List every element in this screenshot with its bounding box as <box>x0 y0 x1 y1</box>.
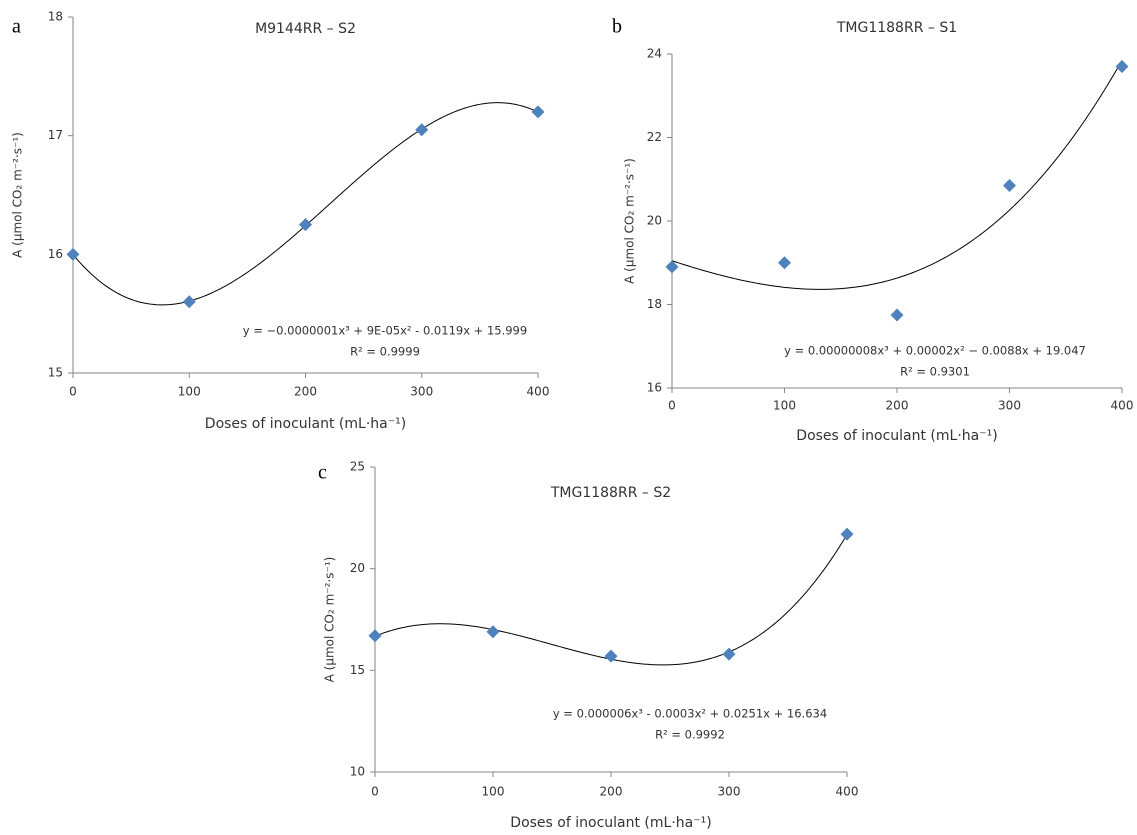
r-squared: R² = 0.9999 <box>350 345 420 359</box>
x-tick-label: 0 <box>69 385 77 399</box>
y-axis-title: A (µmol CO₂ m⁻²·s⁻¹) <box>11 132 25 258</box>
data-point <box>531 105 545 119</box>
y-axis-title: A (µmol CO₂ m⁻²·s⁻¹) <box>623 158 637 284</box>
y-tick-label: 16 <box>48 247 63 261</box>
chart-title: TMG1188RR – S2 <box>550 485 671 501</box>
x-tick-label: 100 <box>773 399 796 413</box>
panel-label: b <box>612 16 622 38</box>
y-tick-label: 16 <box>647 381 662 395</box>
data-point <box>778 256 791 270</box>
chart-title: M9144RR – S2 <box>255 21 356 37</box>
data-point <box>604 649 618 663</box>
equation: y = 0.00000008x³ + 0.00002x² − 0.0088x +… <box>784 344 1086 358</box>
data-point <box>66 247 80 261</box>
trendline <box>72 102 539 306</box>
y-tick-label: 15 <box>350 663 365 677</box>
x-tick-label: 100 <box>178 385 201 399</box>
data-point <box>890 308 904 322</box>
r-squared: R² = 0.9301 <box>900 365 970 379</box>
x-tick-label: 400 <box>527 385 550 399</box>
data-point <box>1003 179 1016 193</box>
x-axis-title: Doses of inoculant (mL·ha⁻¹) <box>510 815 711 831</box>
x-tick-label: 200 <box>294 385 317 399</box>
equation: y = 0.000006x³ - 0.0003x² + 0.0251x + 16… <box>553 707 827 721</box>
equation: y = −0.0000001x³ + 9E-05x² - 0.0119x + 1… <box>243 324 527 338</box>
x-tick-label: 300 <box>998 399 1021 413</box>
y-axis-title: A (µmol CO₂ m⁻²·s⁻¹) <box>323 557 337 683</box>
y-tick-label: 20 <box>647 214 662 228</box>
x-tick-label: 100 <box>482 785 505 799</box>
chart-title: TMG1188RR – S1 <box>836 20 957 36</box>
data-point <box>486 625 500 639</box>
data-point <box>840 527 854 541</box>
y-tick-label: 20 <box>350 561 365 575</box>
data-point <box>665 260 679 274</box>
y-tick-label: 25 <box>350 460 365 474</box>
x-tick-label: 300 <box>718 785 741 799</box>
data-point <box>182 295 196 309</box>
trendline <box>671 60 1123 290</box>
x-tick-label: 0 <box>668 399 676 413</box>
x-tick-label: 0 <box>371 785 379 799</box>
x-axis-title: Doses of inoculant (mL·ha⁻¹) <box>205 416 406 432</box>
y-tick-label: 15 <box>48 366 63 380</box>
x-tick-label: 200 <box>600 785 623 799</box>
y-tick-label: 10 <box>350 765 365 779</box>
y-tick-label: 18 <box>647 297 662 311</box>
x-axis-title: Doses of inoculant (mL·ha⁻¹) <box>796 428 997 444</box>
panel-label: c <box>318 462 327 484</box>
y-tick-label: 18 <box>48 10 63 24</box>
panel-label: a <box>12 16 21 38</box>
y-tick-label: 24 <box>647 47 662 61</box>
data-point <box>1115 60 1129 74</box>
trendline <box>374 534 848 666</box>
y-tick-label: 17 <box>48 128 63 142</box>
data-point <box>415 123 429 137</box>
data-point <box>299 218 312 232</box>
x-tick-label: 200 <box>886 399 909 413</box>
y-tick-label: 22 <box>647 130 662 144</box>
x-tick-label: 300 <box>410 385 433 399</box>
data-point <box>722 647 736 661</box>
x-tick-label: 400 <box>836 785 859 799</box>
r-squared: R² = 0.9992 <box>655 728 725 742</box>
x-tick-label: 400 <box>1111 399 1134 413</box>
data-point <box>368 629 382 643</box>
